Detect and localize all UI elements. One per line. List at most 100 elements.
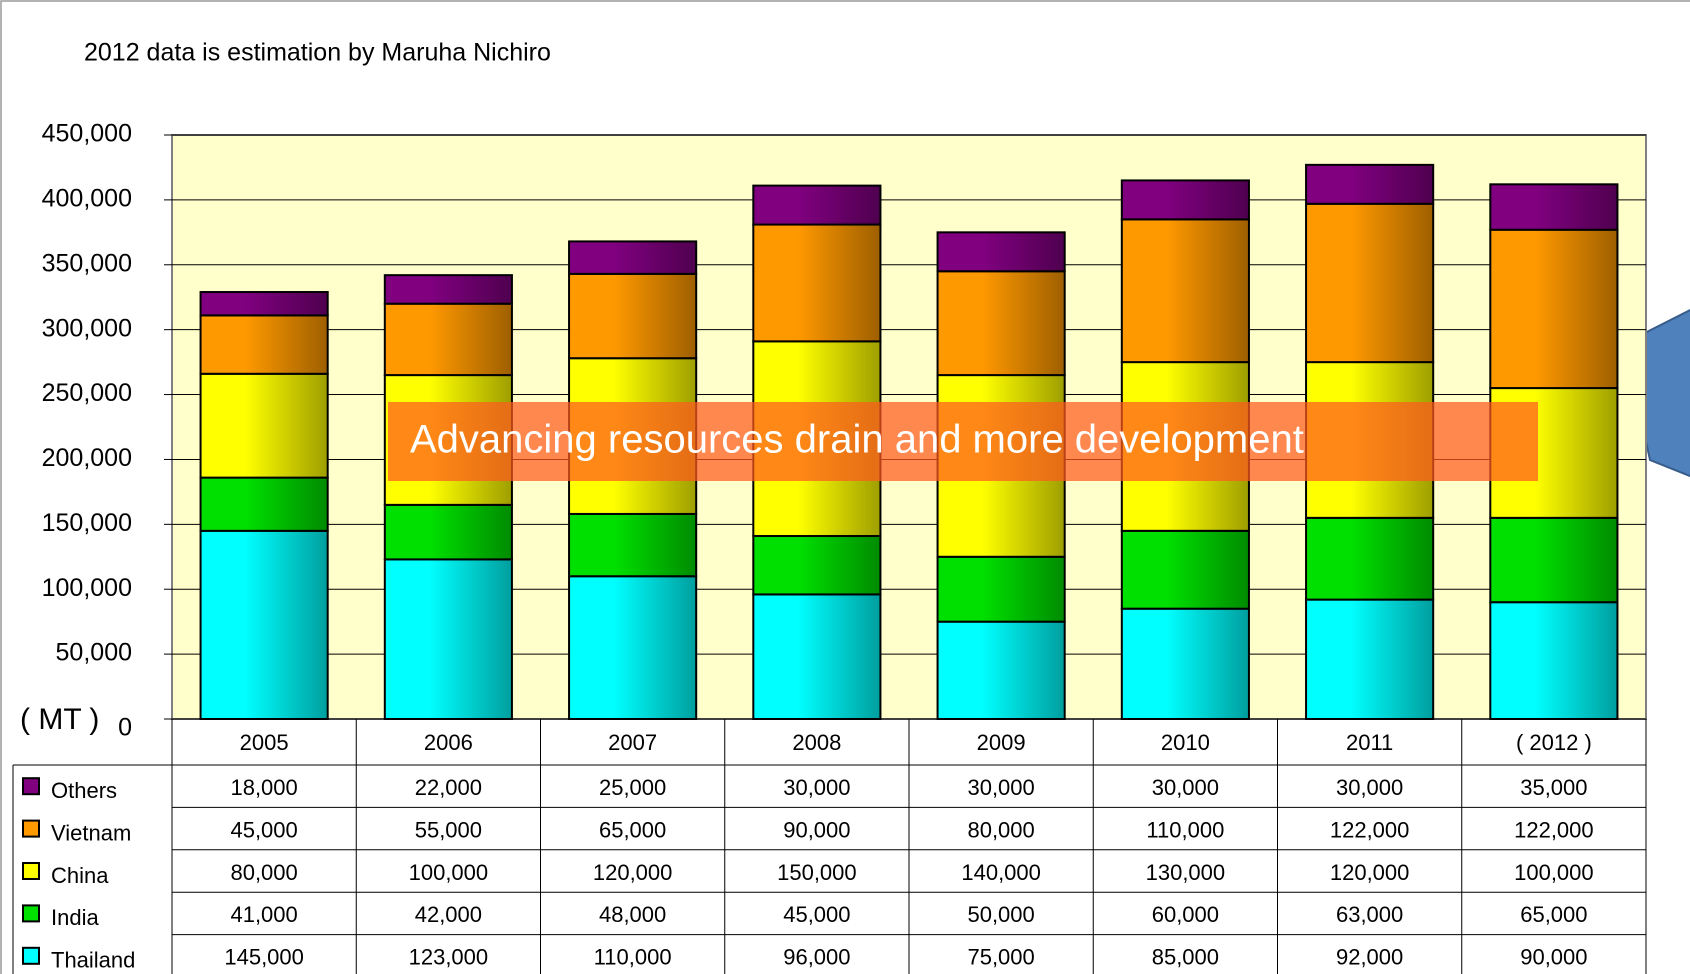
bar-segment <box>936 270 1066 377</box>
table-value: 65,000 <box>599 817 666 842</box>
y-tick-label: 250,000 <box>42 379 132 407</box>
legend-swatch <box>22 862 40 880</box>
bar-segment <box>1489 516 1619 604</box>
legend-swatch <box>22 777 40 796</box>
bar-segment <box>936 555 1066 623</box>
legend-label: China <box>51 863 109 888</box>
table-value: 65,000 <box>1520 902 1587 927</box>
bar-segment <box>1120 179 1250 221</box>
bar-segment <box>1305 598 1435 720</box>
bar-segment <box>1120 529 1250 610</box>
table-value: 55,000 <box>415 817 482 842</box>
unit-label: ( MT ) <box>20 703 99 736</box>
bar-segment <box>1120 607 1250 721</box>
table-value: 110,000 <box>1146 817 1224 842</box>
bar-segment <box>199 314 329 375</box>
table-value: 122,000 <box>1514 817 1594 842</box>
table-value: 42,000 <box>415 902 482 927</box>
table-value: 30,000 <box>783 775 850 800</box>
table-value: 45,000 <box>230 817 297 842</box>
table-value: 80,000 <box>967 817 1034 842</box>
bar-segment <box>199 476 329 532</box>
legend-label: India <box>51 905 99 930</box>
table-value: 90,000 <box>1520 945 1587 970</box>
table-value: 48,000 <box>599 902 666 927</box>
y-tick-label: 100,000 <box>42 574 132 602</box>
y-tick-label: 300,000 <box>42 314 132 342</box>
table-value: 90,000 <box>783 817 850 842</box>
table-value: 120,000 <box>593 860 673 885</box>
table-value: 100,000 <box>409 860 489 885</box>
bar-segment <box>1305 516 1435 601</box>
legend-swatch <box>22 819 40 838</box>
bar-segment <box>752 593 882 720</box>
legend-label: Thailand <box>51 948 135 973</box>
bar-segment <box>752 535 882 596</box>
bar-segment <box>936 620 1066 721</box>
y-tick-label: 0 <box>118 714 132 742</box>
bar-segment <box>383 274 513 305</box>
table-value: 50,000 <box>967 902 1034 927</box>
x-tick-label: 2005 <box>240 730 289 755</box>
bar-segment <box>1489 183 1619 231</box>
bar-segment <box>383 503 513 561</box>
table-value: 110,000 <box>594 945 672 970</box>
table-value: 35,000 <box>1520 775 1587 800</box>
table-value: 30,000 <box>967 775 1034 800</box>
x-tick-label: 2009 <box>977 730 1026 755</box>
annotation-box <box>388 402 1538 481</box>
legend-label: Others <box>51 778 117 803</box>
table-value: 22,000 <box>415 775 482 800</box>
table-value: 18,000 <box>230 775 297 800</box>
bar-segment <box>752 184 882 226</box>
bar-segment <box>936 231 1066 273</box>
table-value: 92,000 <box>1336 945 1403 970</box>
y-tick-label: 50,000 <box>56 639 132 667</box>
y-tick-label: 150,000 <box>42 509 132 537</box>
x-tick-label: 2010 <box>1161 730 1210 755</box>
table-value: 25,000 <box>599 775 666 800</box>
x-tick-label: 2007 <box>608 730 657 755</box>
x-tick-label: 2011 <box>1346 730 1393 755</box>
x-tick-label: 2006 <box>424 730 473 755</box>
table-value: 80,000 <box>230 860 297 885</box>
bar-segment <box>568 575 698 720</box>
bar-segment <box>1305 202 1435 364</box>
table-value: 150,000 <box>777 860 857 885</box>
table-value: 30,000 <box>1336 775 1403 800</box>
table-value: 145,000 <box>224 945 304 970</box>
y-tick-label: 400,000 <box>42 184 132 212</box>
bar-segment <box>199 529 329 720</box>
bar-segment <box>1489 601 1619 721</box>
table-value: 41,000 <box>230 902 297 927</box>
legend-swatch <box>22 904 40 923</box>
table-value: 123,000 <box>409 945 489 970</box>
table-value: 63,000 <box>1336 902 1403 927</box>
table-value: 30,000 <box>1152 775 1219 800</box>
bar-segment <box>1120 218 1250 364</box>
bar-segment <box>1305 163 1435 205</box>
x-tick-label: 2008 <box>792 730 841 755</box>
table-value: 45,000 <box>783 902 850 927</box>
table-value: 122,000 <box>1330 817 1410 842</box>
note: 2012 data is estimation by Maruha Nichir… <box>84 39 551 67</box>
table-value: 120,000 <box>1330 860 1410 885</box>
bar-segment <box>383 302 513 377</box>
bar-segment <box>199 291 329 317</box>
table-value: 130,000 <box>1146 860 1226 885</box>
bar-segment <box>568 272 698 360</box>
bar-segment <box>383 558 513 721</box>
table-value: 96,000 <box>783 945 850 970</box>
bar-segment <box>752 223 882 343</box>
y-tick-label: 350,000 <box>42 249 132 277</box>
bar-segment <box>568 240 698 275</box>
table-value: 140,000 <box>961 860 1041 885</box>
table-value: 75,000 <box>967 945 1034 970</box>
table-value: 60,000 <box>1152 902 1219 927</box>
table-value: 100,000 <box>1514 860 1594 885</box>
legend-label: Vietnam <box>51 820 131 845</box>
legend-swatch <box>22 946 40 965</box>
bar-segment <box>1489 228 1619 390</box>
